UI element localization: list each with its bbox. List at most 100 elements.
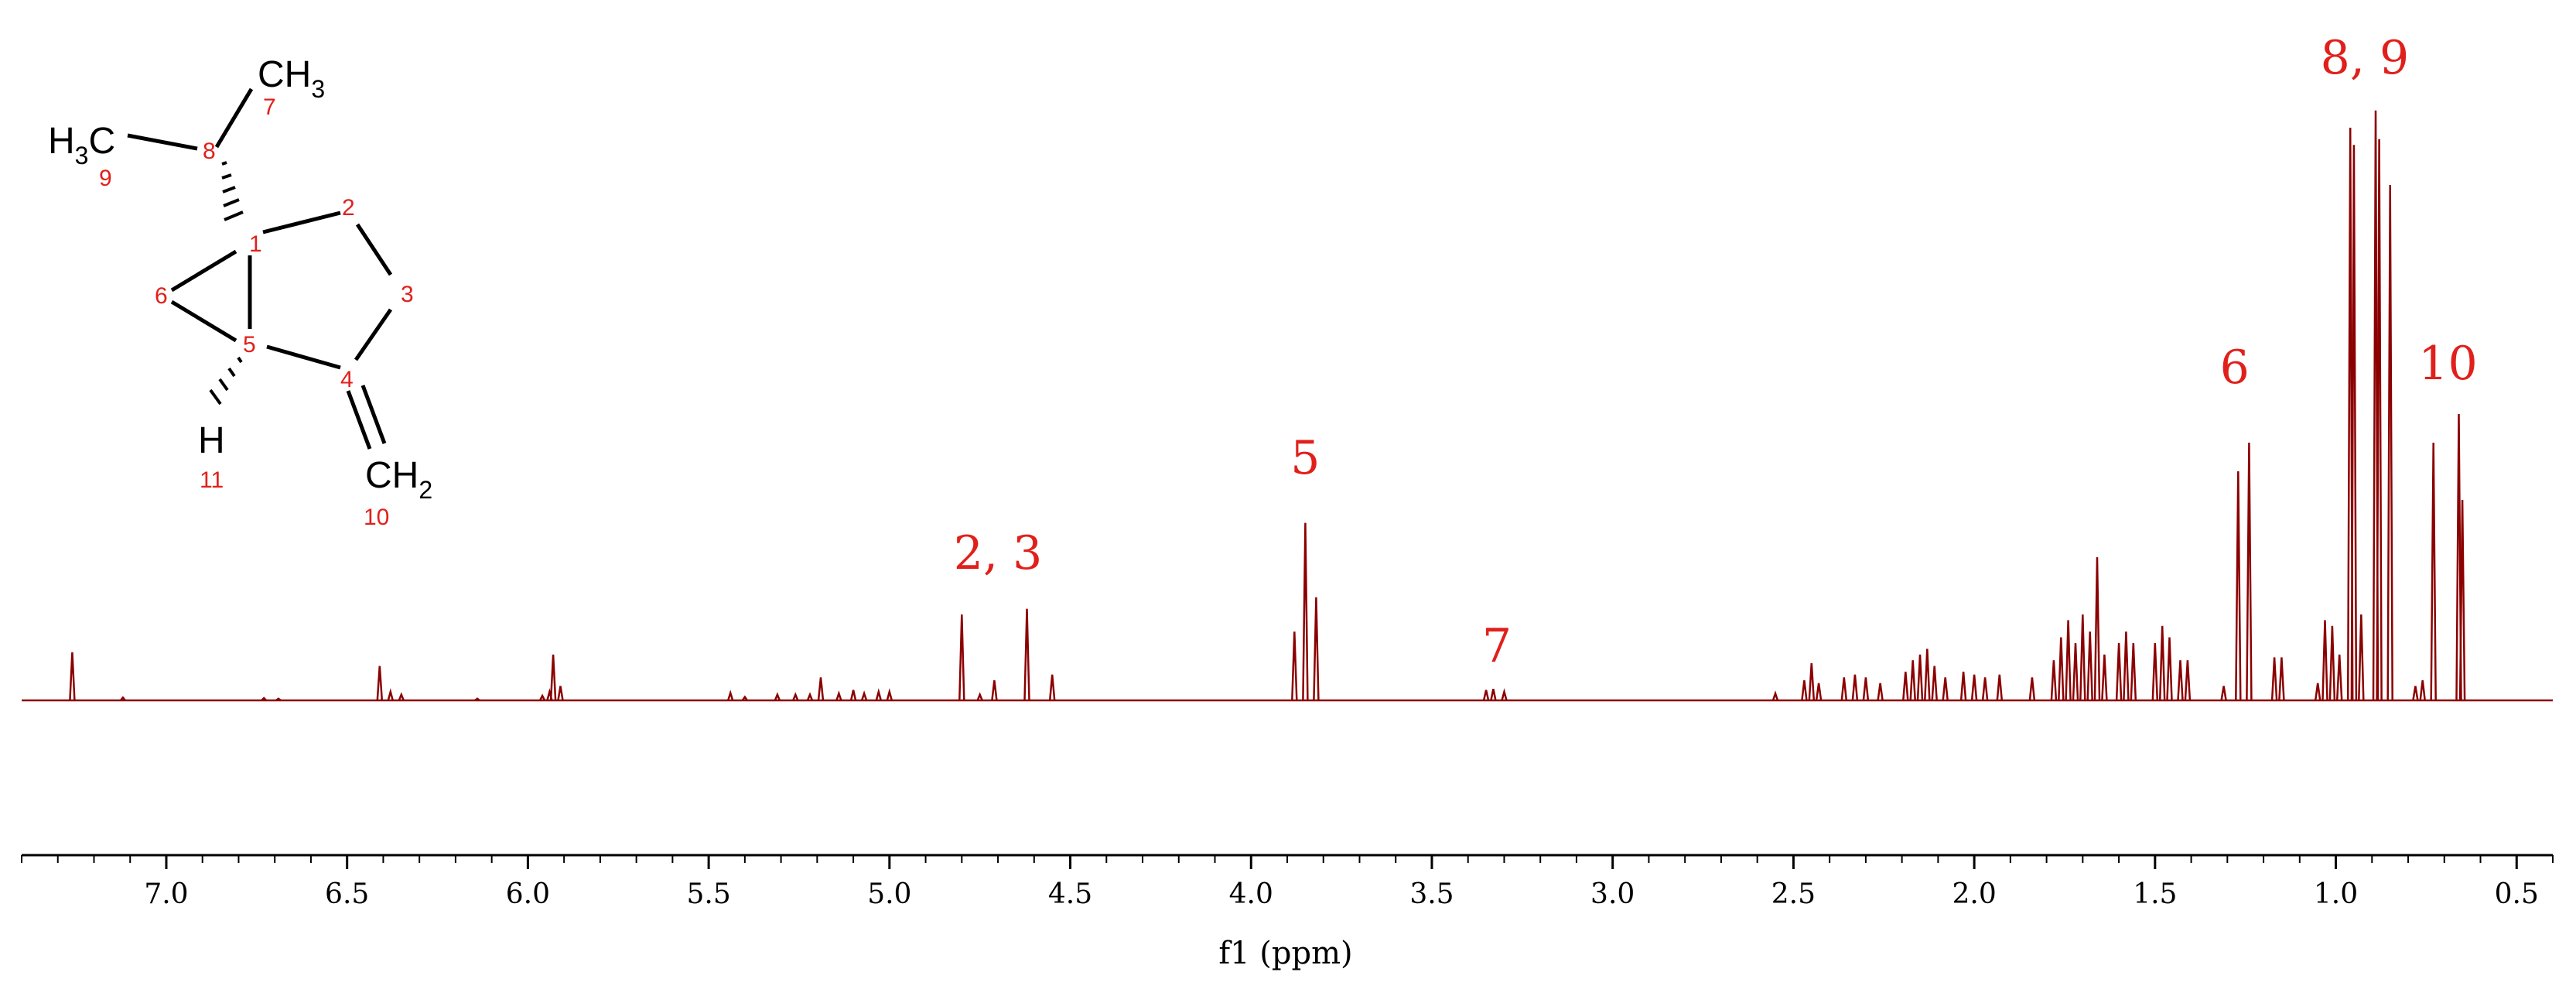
x-tick-label: 2.5 — [1771, 878, 1816, 910]
spectrum-peak — [1801, 679, 1808, 701]
spectrum-peak — [2278, 657, 2285, 701]
peak-annotation: 5 — [1290, 431, 1320, 485]
peak-annotation: 8, 9 — [2321, 31, 2410, 85]
ch2-label: CH2 — [365, 455, 432, 504]
spectrum-peak — [1981, 677, 1989, 701]
bond-8-7 — [214, 87, 254, 149]
h3c-left-label: H3C — [48, 121, 115, 169]
spectrum-peak — [1023, 608, 1030, 701]
x-tick-label: 0.5 — [2495, 878, 2539, 910]
spectrum-peak — [2086, 631, 2093, 701]
spectrum-peak — [806, 692, 814, 701]
atom-number-10: 10 — [364, 505, 389, 530]
spectrum-peak — [1924, 649, 1931, 701]
spectrum-peak — [261, 697, 268, 701]
spectrum-peak — [2050, 660, 2058, 701]
spectrum-peak — [2184, 660, 2192, 701]
spectrum-peak — [275, 697, 282, 702]
x-tick-label: 2.0 — [1952, 878, 1996, 910]
x-tick-label: 6.0 — [506, 878, 550, 910]
x-tick-label: 3.0 — [1590, 878, 1635, 910]
spectrum-peak — [2235, 471, 2242, 701]
spectrum-peak — [1851, 674, 1859, 701]
hashed-bond-1-8 — [221, 161, 244, 221]
bond-1-2 — [262, 210, 341, 234]
bond-9-8 — [127, 133, 198, 151]
spectrum-peak — [2386, 184, 2393, 701]
spectrum-peak — [991, 679, 998, 701]
chemical-structure — [127, 87, 393, 450]
structure-labels: CH3 H3C H CH2 1 2 3 4 5 6 7 8 9 10 11 — [48, 54, 432, 530]
hashed-bond-5-h — [209, 356, 243, 406]
spectrum-peak — [1048, 674, 1056, 701]
x-tick-label: 1.5 — [2133, 878, 2177, 910]
spectrum-peak — [1808, 662, 1816, 701]
spectrum-peak — [2321, 620, 2328, 701]
spectrum-peak — [1771, 690, 1779, 701]
spectrum-peak — [1902, 671, 1909, 701]
atom-number-8: 8 — [203, 139, 216, 164]
atom-numbers: 1 2 3 4 5 6 7 8 9 10 11 — [99, 94, 414, 530]
spectrum-peak — [2072, 642, 2079, 701]
peak-annotations: 2, 3 5 7 6 8, 9 10 — [954, 31, 2478, 673]
spectrum-peak — [958, 614, 965, 701]
spectrum-peak — [2115, 642, 2123, 701]
spectrum-peak — [1931, 666, 1938, 701]
bond-4-5 — [266, 344, 341, 370]
spectrum-peak — [1482, 690, 1490, 701]
spectrum-peak — [1291, 631, 1298, 701]
atom-number-11: 11 — [200, 467, 224, 493]
spectrum-peak — [792, 692, 799, 701]
spectrum-peak — [2246, 442, 2253, 701]
spectrum-peak — [2093, 556, 2101, 701]
spectrum-peak — [549, 654, 557, 701]
spectrum-peak — [2177, 660, 2184, 701]
spectrum-peak — [886, 688, 893, 701]
spectrum-peak — [2412, 686, 2419, 701]
spectrum-peak — [2350, 145, 2358, 701]
spectrum-peak — [2376, 139, 2383, 701]
peak-annotation: 10 — [2418, 337, 2477, 391]
atom-number-2: 2 — [342, 195, 355, 221]
spectrum-peak — [1909, 660, 1916, 701]
spectrum-peak — [2158, 625, 2166, 701]
atom-number-4: 4 — [340, 367, 354, 392]
x-tick-label: 4.0 — [1229, 878, 1273, 910]
spectrum-peak — [2130, 642, 2137, 701]
spectrum-peak — [1959, 671, 1967, 701]
spectrum-peak — [2430, 442, 2437, 701]
spectrum-peak — [1302, 522, 1309, 701]
spectrum-peak — [860, 690, 868, 701]
spectrum-peak — [835, 690, 842, 701]
spectrum-peak — [727, 690, 734, 701]
peak-annotation: 2, 3 — [954, 526, 1043, 580]
bond-4-ch2-a — [346, 390, 372, 450]
spectrum-peak — [2270, 657, 2278, 701]
bond-6-1 — [170, 249, 237, 293]
spectrum-peak — [2166, 637, 2173, 701]
atom-number-1: 1 — [249, 231, 262, 257]
atom-number-5: 5 — [243, 332, 256, 358]
spectrum-peak — [2058, 637, 2065, 701]
spectrum-peak — [2358, 614, 2365, 701]
spectrum-peak — [387, 688, 395, 701]
x-axis: 7.0 6.5 6.0 5.5 5.0 4.5 4.0 3.5 3.0 2.5 2.0 1.5 1.0 0… — [21, 854, 2554, 910]
atom-number-6: 6 — [155, 283, 168, 309]
spectrum-peak — [875, 688, 883, 701]
x-tick-label: 1.0 — [2314, 878, 2358, 910]
spectrum-series — [22, 110, 2553, 702]
spectrum-peak — [398, 692, 405, 701]
spectrum-peak — [2335, 654, 2343, 701]
spectrum-peak — [119, 696, 126, 701]
spectrum-peak — [1815, 683, 1823, 701]
spectrum-peak — [2220, 686, 2227, 701]
spectrum-peak — [1490, 688, 1497, 701]
peak-annotation: 7 — [1482, 619, 1512, 673]
spectrum-peak — [976, 692, 983, 701]
spectrum-peak — [1916, 654, 1924, 701]
spectrum-peak — [538, 693, 546, 701]
spectrum-peak — [2328, 625, 2336, 701]
spectrum-peak — [474, 697, 480, 702]
spectrum-peak — [1996, 674, 2004, 701]
